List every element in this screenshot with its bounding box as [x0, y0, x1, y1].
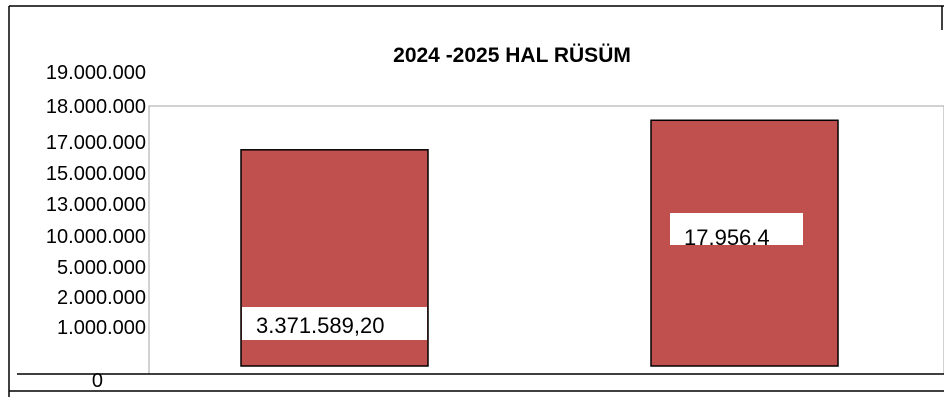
y-tick-label: 13.000.000	[46, 194, 146, 216]
data-label-background	[242, 307, 427, 340]
data-label-background	[670, 213, 803, 245]
chart-title: 2024 -2025 HAL RÜSÜM	[393, 44, 631, 67]
y-tick-label: 18.000.000	[46, 96, 146, 118]
y-axis-ticks: 19.000.000 18.000.000 17.000.000 15.000.000…	[46, 62, 146, 392]
y-tick-label: 19.000.000	[46, 62, 146, 84]
y-tick-label: 10.000.000	[46, 226, 146, 248]
y-tick-label: 17.000.000	[46, 132, 146, 154]
y-tick-label: 2.000.000	[57, 287, 146, 309]
y-tick-label: 5.000.000	[57, 257, 146, 279]
y-tick-label: 15.000.000	[46, 163, 146, 185]
y-tick-label: 0	[92, 370, 103, 392]
data-labels: 3.371.589,20 17.956.4	[242, 213, 803, 340]
data-label-2025: 17.956.4	[684, 225, 770, 250]
data-label-2024: 3.371.589,20	[256, 313, 384, 338]
y-tick-label: 1.000.000	[57, 317, 146, 339]
